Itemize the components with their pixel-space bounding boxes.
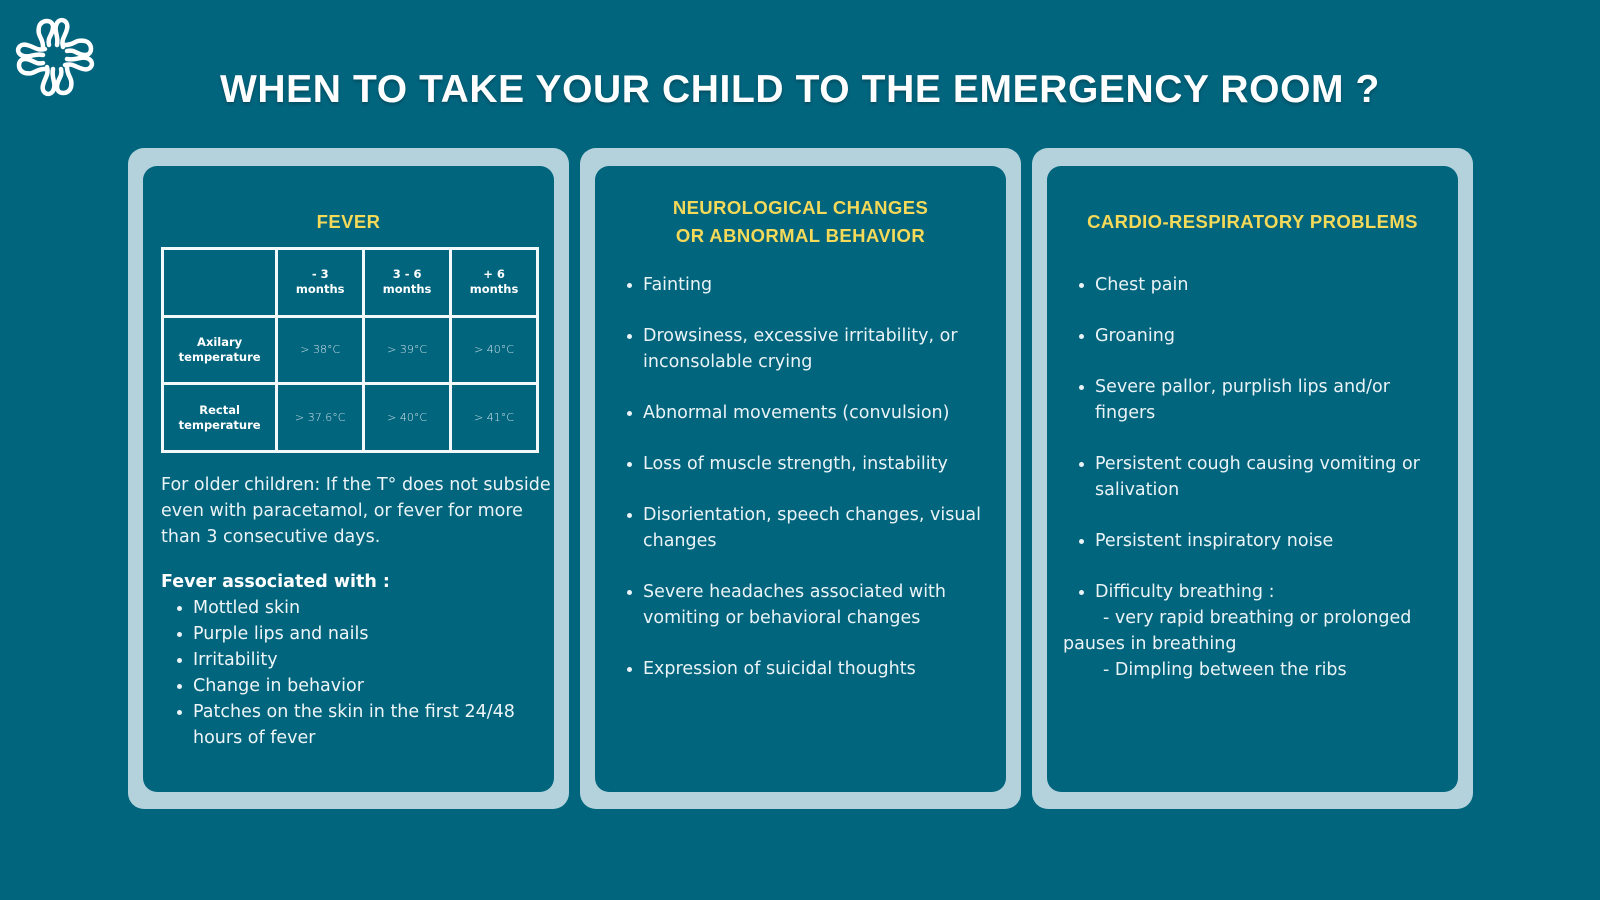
list-item: Fainting bbox=[625, 272, 992, 298]
fever-threshold-table: - 3 months 3 - 6 months + 6 months Axila… bbox=[160, 247, 539, 453]
list-item: Expression of suicidal thoughts bbox=[625, 656, 992, 682]
older-children-note: For older children: If the T° does not s… bbox=[161, 475, 551, 547]
list-item: Disorientation, speech changes, visual c… bbox=[625, 502, 992, 554]
list-item: Irritability bbox=[161, 647, 551, 673]
table-row: Rectal temperature > 37.6°C > 40°C > 41°… bbox=[160, 382, 539, 453]
table-cell: > 38°C bbox=[275, 314, 366, 386]
associated-list: Mottled skin Purple lips and nails Irrit… bbox=[161, 595, 551, 751]
list-item: Persistent inspiratory noise bbox=[1077, 528, 1444, 554]
cardio-respiratory-card: CARDIO-RESPIRATORY PROBLEMS Chest pain G… bbox=[1032, 148, 1473, 809]
table-header-cell: - 3 months bbox=[275, 247, 366, 318]
associated-heading: Fever associated with : bbox=[161, 572, 390, 592]
table-cell: > 40°C bbox=[449, 314, 539, 386]
table-corner-cell bbox=[160, 247, 279, 318]
medical-cross-icon bbox=[15, 17, 95, 97]
neurological-list: Fainting Drowsiness, excessive irritabil… bbox=[625, 272, 992, 707]
neurological-card-body: NEUROLOGICAL CHANGES OR ABNORMAL BEHAVIO… bbox=[595, 166, 1006, 792]
table-cell: > 39°C bbox=[362, 314, 453, 386]
list-item: Severe pallor, purplish lips and/or fing… bbox=[1077, 374, 1444, 426]
list-item: Change in behavior bbox=[161, 673, 551, 699]
cardio-respiratory-list: Chest pain Groaning Severe pallor, purpl… bbox=[1063, 272, 1444, 708]
list-item: Abnormal movements (convulsion) bbox=[625, 400, 992, 426]
list-item: Drowsiness, excessive irritability, or i… bbox=[625, 323, 992, 375]
neurological-card-title: NEUROLOGICAL CHANGES OR ABNORMAL BEHAVIO… bbox=[672, 197, 929, 246]
neurological-card: NEUROLOGICAL CHANGES OR ABNORMAL BEHAVIO… bbox=[580, 148, 1021, 809]
list-item: Persistent cough causing vomiting or sal… bbox=[1077, 451, 1444, 503]
list-item: Purple lips and nails bbox=[161, 621, 551, 647]
table-row-label: Rectal temperature bbox=[160, 382, 279, 453]
fever-card-title: FEVER bbox=[316, 211, 381, 232]
list-item: Severe headaches associated with vomitin… bbox=[625, 579, 992, 631]
table-header-cell: + 6 months bbox=[449, 247, 539, 318]
table-cell: > 37.6°C bbox=[275, 382, 366, 453]
page-title: WHEN TO TAKE YOUR CHILD TO THE EMERGENCY… bbox=[220, 68, 1380, 111]
sub-item: - Dimpling between the ribs bbox=[1103, 660, 1347, 680]
sub-item: - very rapid breathing or prolonged paus… bbox=[1063, 608, 1412, 654]
table-header-cell: 3 - 6 months bbox=[362, 247, 453, 318]
table-row-label: Axilary temperature bbox=[160, 314, 279, 386]
list-item: Mottled skin bbox=[161, 595, 551, 621]
fever-card-body: FEVER - 3 months 3 - 6 months + 6 months bbox=[143, 166, 554, 792]
table-row: Axilary temperature > 38°C > 39°C > 40°C bbox=[160, 314, 539, 386]
table-cell: > 41°C bbox=[449, 382, 539, 453]
table-cell: > 40°C bbox=[362, 382, 453, 453]
list-item: Loss of muscle strength, instability bbox=[625, 451, 992, 477]
cardio-respiratory-card-title: CARDIO-RESPIRATORY PROBLEMS bbox=[1087, 211, 1418, 232]
table-header-row: - 3 months 3 - 6 months + 6 months bbox=[160, 247, 539, 318]
list-item: Chest pain bbox=[1077, 272, 1444, 298]
logo bbox=[13, 15, 97, 99]
fever-card: FEVER - 3 months 3 - 6 months + 6 months bbox=[128, 148, 569, 809]
cardio-respiratory-card-body: CARDIO-RESPIRATORY PROBLEMS Chest pain G… bbox=[1047, 166, 1458, 792]
list-item-label: Difficulty breathing : bbox=[1095, 582, 1275, 602]
list-item: Groaning bbox=[1077, 323, 1444, 349]
list-item: Patches on the skin in the first 24/48 h… bbox=[161, 699, 551, 751]
list-item-with-subitems: Difficulty breathing : - very rapid brea… bbox=[1063, 579, 1444, 683]
